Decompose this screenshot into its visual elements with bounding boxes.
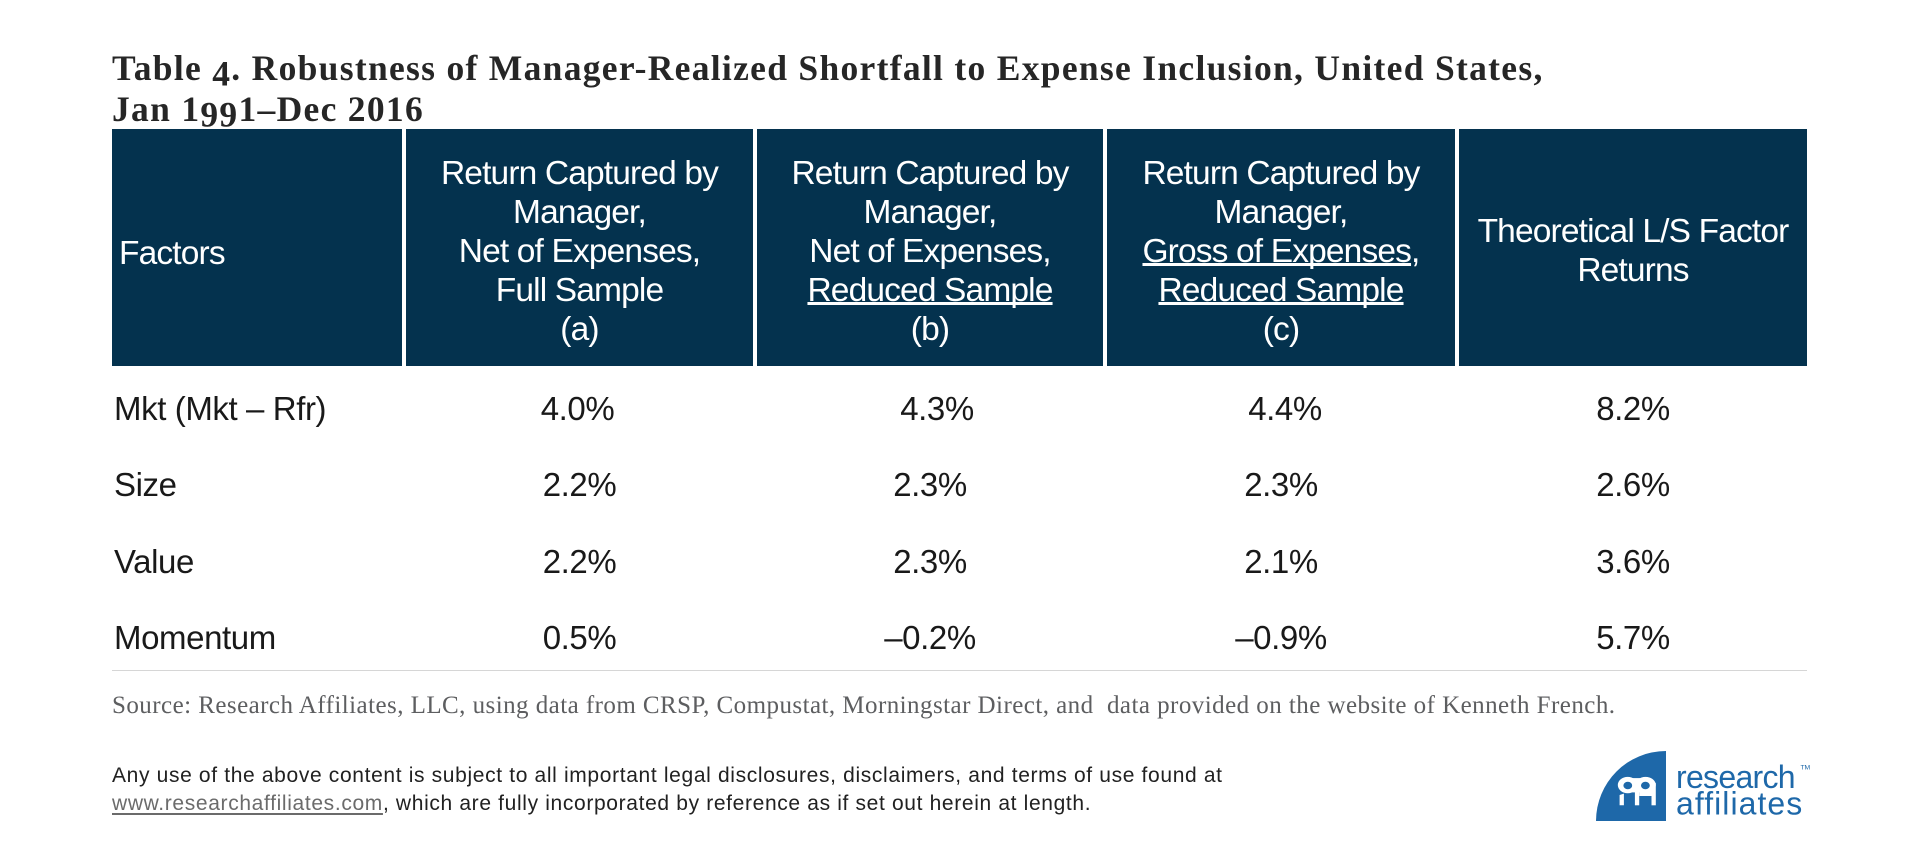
svg-text:TM: TM: [1801, 765, 1811, 772]
svg-text:affiliates: affiliates: [1676, 786, 1803, 822]
svg-text:research: research: [1676, 759, 1795, 795]
